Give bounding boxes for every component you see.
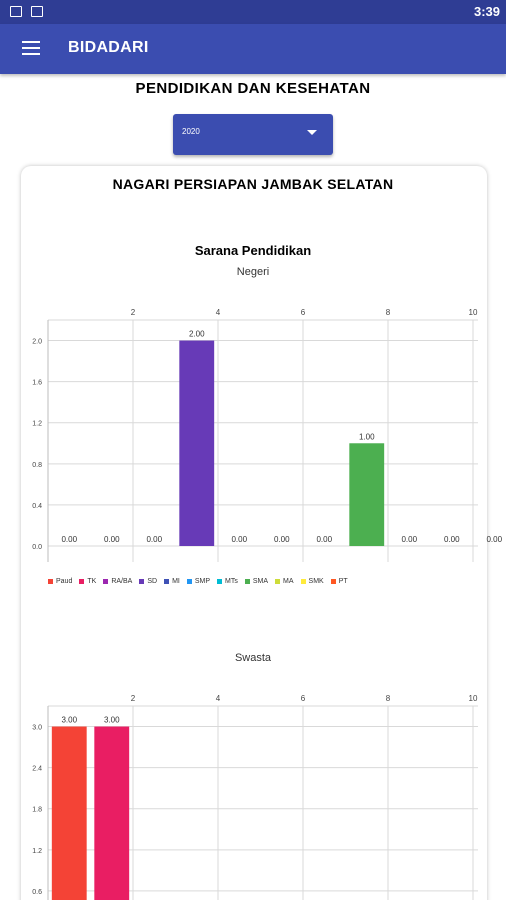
legend-item: RA/BA	[103, 578, 132, 585]
y-tick-label: 0.0	[32, 544, 42, 551]
legend-label: SMK	[308, 577, 324, 585]
y-tick-label: 2.0	[32, 339, 42, 346]
chart-swasta-title: Swasta	[234, 652, 272, 664]
bar-value-label: 0.00	[231, 535, 247, 544]
x-tick-label: 6	[301, 308, 306, 317]
legend-item: MTs	[217, 578, 238, 585]
notification-app-icon	[31, 6, 43, 17]
bar-value-label: 0.00	[274, 535, 290, 544]
dropdown-caret-icon	[307, 130, 317, 135]
x-tick-label: 4	[216, 694, 221, 703]
x-tick-label: 8	[386, 308, 391, 317]
legend-swatch	[330, 578, 336, 584]
legend-label: TK	[87, 577, 97, 585]
y-tick-label: 1.8	[32, 807, 42, 814]
legend-item: PT	[330, 577, 348, 585]
legend-swatch	[300, 578, 306, 584]
bar-value-label: 2.00	[189, 330, 205, 339]
legend-swatch	[139, 578, 145, 584]
status-bar: 3:39	[0, 0, 506, 24]
year-select-value: 2020	[182, 127, 200, 136]
legend-swatch	[244, 578, 250, 584]
bar-value-label: 0.00	[316, 535, 332, 544]
legend-swatch	[48, 578, 53, 584]
legend-label: RA/BA	[111, 577, 133, 585]
chart-legend: Paud TK RA/BA SD MI SMP MTs SMA MA SMK PT	[48, 576, 355, 586]
legend-swatch	[164, 578, 170, 584]
image-icon	[10, 6, 22, 17]
x-tick-label: 10	[469, 694, 478, 703]
x-tick-label: 2	[131, 694, 136, 703]
legend-swatch	[103, 578, 109, 584]
menu-icon[interactable]	[22, 41, 40, 55]
legend-label: MTs	[225, 577, 238, 585]
legend-swatch	[186, 578, 192, 584]
y-tick-label: 1.2	[32, 848, 42, 855]
legend-item: MA	[275, 578, 294, 585]
chart-negeri-title: Negeri	[236, 266, 270, 278]
bar-value-label: 3.00	[61, 716, 77, 725]
card-title: NAGARI PERSIAPAN JAMBAK SELATAN	[112, 176, 394, 192]
bar-value-label: 0.00	[401, 535, 417, 544]
legend-label: MI	[172, 577, 180, 585]
app-title: BIDADARI	[68, 39, 149, 56]
legend-swatch	[79, 578, 85, 584]
legend-label: SMP	[194, 577, 211, 585]
legend-label: Paud	[56, 577, 73, 585]
x-tick-label: 10	[469, 308, 478, 317]
bar-value-label: 3.00	[104, 716, 120, 725]
bar-value-label: 0.00	[146, 535, 162, 544]
y-tick-label: 3.0	[32, 725, 42, 732]
legend-label: SD	[147, 577, 158, 585]
y-tick-label: 0.6	[32, 889, 42, 896]
bar	[94, 726, 130, 900]
y-tick-label: 0.8	[32, 462, 42, 469]
status-time: 3:39	[473, 4, 500, 19]
y-tick-label: 1.6	[32, 380, 42, 387]
chart-swasta: 2 4 6 8 10 0.6 1.2 1.8 2.4 3.0 3.00 3.00	[32, 694, 478, 900]
x-tick-label: 6	[301, 694, 306, 703]
legend-item: SD	[139, 578, 157, 585]
legend-label: PT	[338, 577, 348, 585]
legend-item: SMK	[300, 577, 324, 585]
x-tick-label: 8	[386, 694, 391, 703]
legend-item: SMP	[186, 577, 211, 585]
chart-section-title: Sarana Pendidikan	[194, 243, 312, 258]
bar	[349, 443, 385, 546]
bar-value-label: 0.00	[61, 535, 77, 544]
bar-value-label: 0.00	[444, 535, 460, 544]
y-tick-label: 1.2	[32, 421, 42, 428]
bar	[51, 726, 87, 900]
legend-swatch	[217, 578, 223, 584]
legend-label: SMA	[252, 577, 269, 585]
legend-item: SMA	[244, 577, 269, 585]
legend-label: MA	[283, 577, 294, 585]
app-bar: BIDADARI	[0, 24, 506, 74]
legend-item: MI	[164, 578, 180, 585]
bar-value-label: 0.00	[104, 535, 120, 544]
y-tick-label: 0.4	[32, 503, 42, 510]
year-select[interactable]: 2020	[173, 114, 333, 155]
legend-swatch	[275, 578, 281, 584]
bar	[179, 340, 215, 546]
y-tick-label: 2.4	[32, 766, 42, 773]
legend-item: TK	[79, 578, 96, 585]
bar-value-label: 1.00	[359, 432, 375, 441]
x-tick-label: 2	[131, 308, 136, 317]
page-title: PENDIDIKAN DAN KESEHATAN	[135, 80, 371, 97]
bar-value-label: 0.00	[486, 535, 502, 544]
chart-negeri: 2 4 6 8 10 0.0 0.4 0.8 1.2 1.6 2.0 0.00 0.00 0.00 2.00…	[32, 308, 503, 562]
x-tick-label: 4	[216, 308, 221, 317]
legend-item: Paud	[48, 578, 72, 585]
